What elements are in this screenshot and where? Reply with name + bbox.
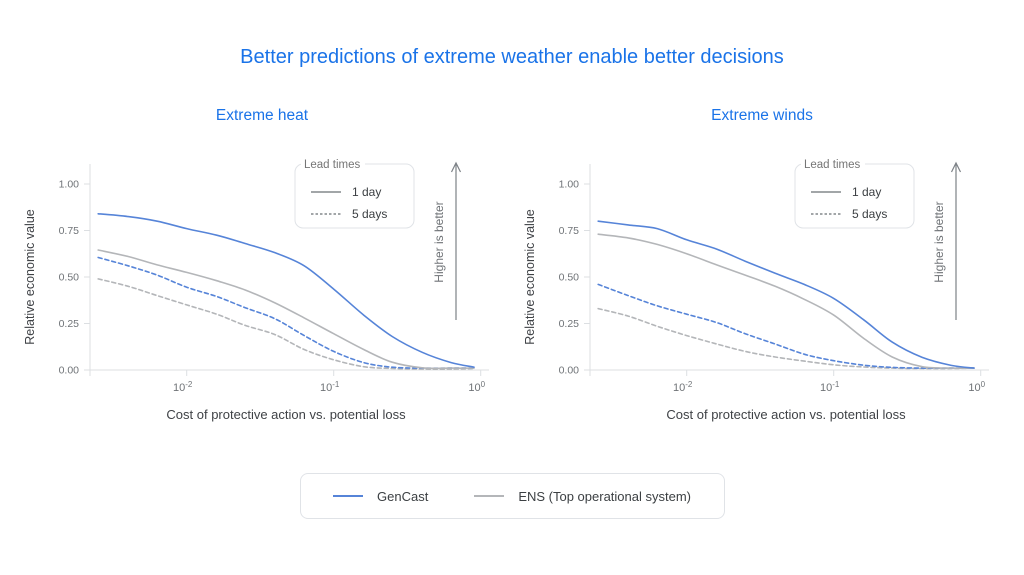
series-line-ens-5-days bbox=[97, 278, 475, 370]
legend-item-gencast: GenCast bbox=[333, 489, 428, 504]
x-tick-label: 10-2 bbox=[673, 380, 693, 394]
series-line-ens-1-day bbox=[597, 233, 975, 370]
higher-is-better-annotation: Higher is better bbox=[932, 161, 962, 320]
y-tick-label: 0.25 bbox=[59, 318, 80, 330]
higher-is-better-annotation: Higher is better bbox=[432, 161, 462, 320]
series-line-gencast-1-day bbox=[597, 220, 975, 369]
model-legend: GenCast ENS (Top operational system) bbox=[299, 473, 725, 519]
series-line-gencast-5-days bbox=[97, 256, 475, 369]
lead-times-legend-title: Lead times bbox=[304, 159, 361, 171]
series-line-gencast-5-days bbox=[597, 283, 975, 369]
lead-times-legend-title: Lead times bbox=[804, 159, 861, 171]
chart-extreme-heat: 0.00 0.25 0.50 0.75 1.00 10-2 10-1 100 Cost of p… bbox=[23, 158, 489, 422]
higher-is-better-label: Higher is better bbox=[932, 201, 946, 282]
panel-extreme-heat: Extreme heat 0.00 0.25 0.50 0.75 1.00 10-2 10-… bbox=[22, 107, 502, 434]
y-tick-label: 0.00 bbox=[559, 365, 580, 377]
panel-title-extreme-winds: Extreme winds bbox=[711, 107, 813, 124]
ens-line-swatch bbox=[474, 495, 505, 497]
series-line-ens-1-day bbox=[97, 249, 475, 370]
x-tick-label: 100 bbox=[968, 380, 985, 394]
lead-time-label-5-days: 5 days bbox=[352, 207, 387, 221]
y-axis-title: Relative economic value bbox=[23, 209, 37, 345]
y-tick-label: 0.75 bbox=[59, 225, 80, 237]
x-axis-title: Cost of protective action vs. potential … bbox=[166, 407, 406, 422]
up-arrow-head-icon bbox=[450, 161, 462, 173]
lead-times-legend-title-bg bbox=[801, 158, 865, 170]
legend-item-ens: ENS (Top operational system) bbox=[474, 489, 691, 504]
y-tick-label: 1.00 bbox=[559, 179, 580, 191]
charts-row: Extreme heat 0.00 0.25 0.50 0.75 1.00 10-2 10-… bbox=[0, 107, 1024, 434]
lead-time-label-5-days: 5 days bbox=[852, 207, 887, 221]
x-axis-title: Cost of protective action vs. potential … bbox=[666, 407, 906, 422]
y-tick-label: 0.50 bbox=[59, 272, 80, 284]
y-axis-title: Relative economic value bbox=[523, 209, 537, 345]
x-tick-label: 100 bbox=[468, 380, 485, 394]
higher-is-better-label: Higher is better bbox=[432, 201, 446, 282]
page-title: Better predictions of extreme weather en… bbox=[240, 46, 784, 68]
legend-label-gencast: GenCast bbox=[377, 488, 429, 504]
series-line-ens-5-days bbox=[597, 307, 975, 370]
y-tick-label: 0.75 bbox=[559, 225, 580, 237]
y-tick-label: 0.50 bbox=[559, 272, 580, 284]
x-tick-label: 10-2 bbox=[173, 380, 193, 394]
y-tick-label: 1.00 bbox=[59, 179, 80, 191]
x-tick-label: 10-1 bbox=[320, 380, 340, 394]
lead-time-label-1-day: 1 day bbox=[352, 185, 381, 199]
series-line-gencast-1-day bbox=[97, 213, 475, 368]
lead-times-legend-title-bg bbox=[301, 158, 365, 170]
up-arrow-head-icon bbox=[950, 161, 962, 173]
x-tick-label: 10-1 bbox=[820, 380, 840, 394]
legend-label-ens: ENS (Top operational system) bbox=[518, 488, 691, 504]
panel-extreme-winds: Extreme winds 0.00 0.25 0.50 0.75 1.00 10-2 10… bbox=[522, 107, 1002, 434]
lead-times-legend: Lead times 1 day 5 days bbox=[294, 158, 415, 229]
lead-times-legend: Lead times 1 day 5 days bbox=[794, 158, 915, 229]
chart-extreme-winds: 0.00 0.25 0.50 0.75 1.00 10-2 10-1 100 Cost of p… bbox=[523, 158, 989, 422]
lead-time-label-1-day: 1 day bbox=[852, 185, 881, 199]
panel-title-extreme-heat: Extreme heat bbox=[215, 107, 309, 124]
y-tick-label: 0.00 bbox=[59, 365, 80, 377]
y-tick-label: 0.25 bbox=[559, 318, 580, 330]
gencast-line-swatch bbox=[333, 495, 363, 497]
